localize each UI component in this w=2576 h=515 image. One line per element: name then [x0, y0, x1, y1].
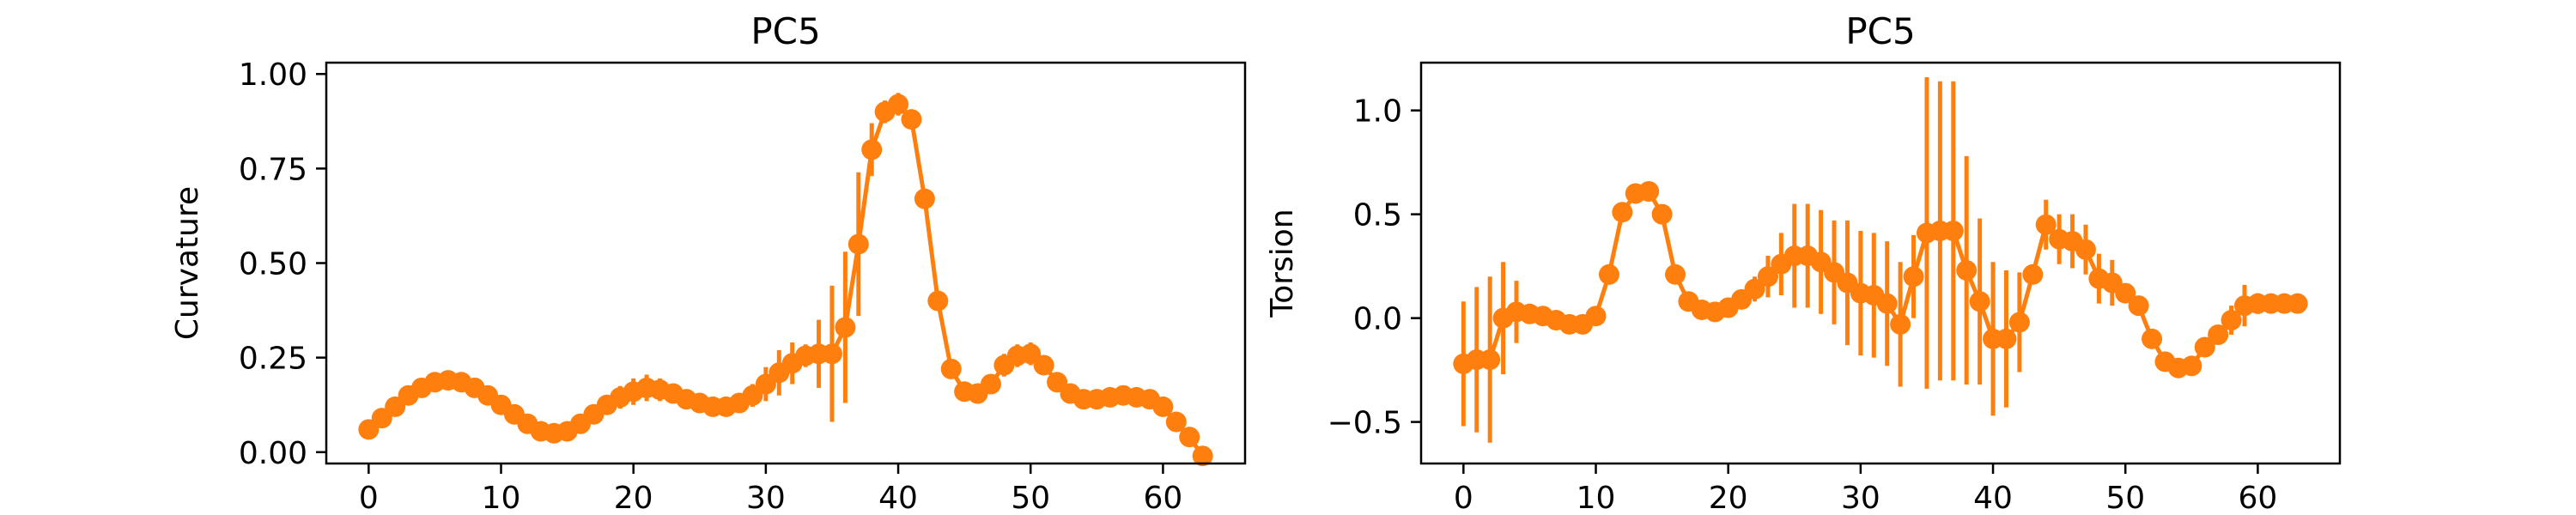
data-point — [1152, 396, 1174, 417]
data-point — [927, 290, 949, 312]
data-point — [1165, 411, 1187, 433]
data-point — [1179, 427, 1200, 448]
data-point — [1651, 203, 1673, 225]
data-point — [914, 188, 935, 209]
x-tick-label: 40 — [878, 481, 918, 515]
data-point — [2181, 355, 2202, 377]
data-point — [861, 139, 883, 161]
x-tick-label: 40 — [1973, 481, 2013, 515]
y-tick-label: 1.00 — [239, 58, 307, 93]
data-point — [1876, 293, 1898, 314]
torsion-plot: PC5 Torsion 0 10 20 30 40 50 60 −0.5 0.0 0.5 1.0 — [1265, 10, 2342, 515]
data-point — [980, 373, 1001, 395]
y-axis-label: Curvature — [170, 186, 205, 340]
data-point — [1192, 445, 1213, 467]
x-tick-label: 10 — [1577, 481, 1616, 515]
curvature-plot: PC5 Curvature 0 10 20 30 40 50 60 0.00 0.25 0.50 0.7… — [170, 10, 1247, 515]
data-point — [835, 317, 856, 338]
data-point — [2008, 312, 2030, 333]
data-point — [1969, 291, 1990, 312]
data-point — [1033, 354, 1054, 376]
chart-title: PC5 — [1845, 10, 1915, 52]
x-tick-label: 30 — [1841, 481, 1880, 515]
y-tick-label: 0.5 — [1353, 198, 1402, 233]
data-point — [848, 233, 869, 255]
data-point — [1585, 306, 1607, 327]
x-tick-label: 10 — [482, 481, 521, 515]
data-point — [2221, 310, 2242, 331]
data-point — [1744, 278, 1765, 300]
data-point — [940, 358, 962, 379]
data-point — [1890, 313, 1911, 335]
data-point — [2022, 264, 2044, 285]
x-tick-label: 50 — [2105, 481, 2145, 515]
plot-frame — [1419, 61, 2342, 465]
x-tick-label: 0 — [1454, 481, 1473, 515]
data-point — [1757, 266, 1778, 288]
x-tick-label: 50 — [1011, 481, 1050, 515]
series-line — [1462, 189, 2298, 371]
data-point — [1942, 220, 1964, 241]
plot-frame — [325, 61, 1247, 465]
x-tick-label: 30 — [746, 481, 786, 515]
x-tick-label: 20 — [614, 481, 653, 515]
data-point — [1612, 202, 1633, 223]
data-point — [1996, 328, 2017, 349]
y-tick-label: 0.00 — [239, 436, 307, 471]
x-tick-label: 0 — [359, 481, 379, 515]
y-tick-label: 0.25 — [239, 342, 307, 377]
x-tick-label: 60 — [2239, 481, 2278, 515]
data-point — [2142, 328, 2163, 349]
data-point — [888, 94, 909, 115]
x-tick-label: 20 — [1709, 481, 1748, 515]
data-point — [821, 343, 842, 365]
x-tick-label: 60 — [1144, 481, 1183, 515]
y-tick-label: 0.50 — [239, 247, 307, 282]
data-point — [2194, 336, 2215, 358]
data-point — [1598, 264, 1619, 285]
y-tick-label: 0.0 — [1353, 302, 1402, 337]
y-tick-label: 0.75 — [239, 152, 307, 187]
data-point — [1665, 264, 1686, 285]
data-point — [2115, 282, 2136, 304]
data-point — [2287, 293, 2308, 314]
y-tick-label: −0.5 — [1327, 406, 1402, 441]
data-point — [1903, 266, 1924, 288]
chart-title: PC5 — [750, 10, 820, 52]
data-point — [901, 109, 922, 130]
y-axis-label: Torsion — [1265, 209, 1300, 318]
data-point — [2208, 324, 2229, 345]
data-point — [1956, 259, 1978, 281]
data-point — [1479, 349, 1501, 371]
data-point — [2128, 295, 2149, 317]
data-point — [1638, 181, 1660, 203]
data-point — [2035, 214, 2057, 235]
data-point — [2075, 239, 2096, 260]
y-tick-label: 1.0 — [1353, 94, 1402, 130]
